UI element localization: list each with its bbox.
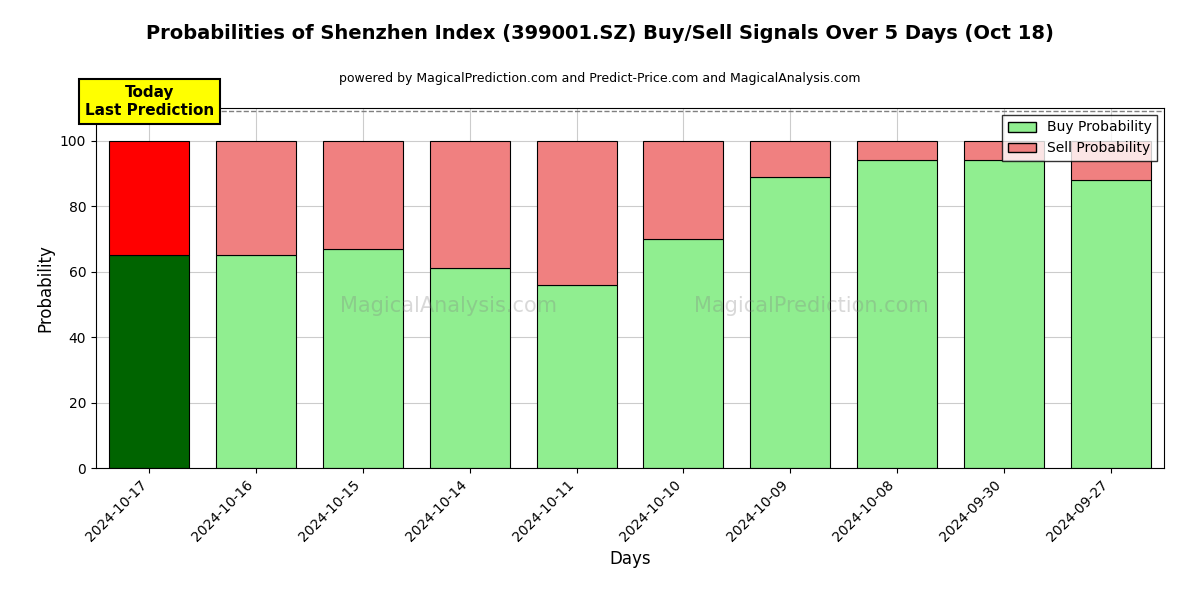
Text: Today
Last Prediction: Today Last Prediction xyxy=(85,85,214,118)
Bar xyxy=(1070,141,1151,180)
Y-axis label: Probability: Probability xyxy=(36,244,54,332)
Bar xyxy=(323,249,403,468)
Bar xyxy=(536,285,617,468)
Bar xyxy=(857,141,937,160)
Bar xyxy=(323,141,403,249)
Bar xyxy=(216,141,296,255)
Bar xyxy=(430,141,510,268)
Bar xyxy=(109,255,190,468)
Text: MagicalPrediction.com: MagicalPrediction.com xyxy=(695,296,929,316)
Bar xyxy=(643,141,724,239)
Legend: Buy Probability, Sell Probability: Buy Probability, Sell Probability xyxy=(1002,115,1157,161)
Bar xyxy=(964,141,1044,160)
Bar xyxy=(216,255,296,468)
Bar xyxy=(643,239,724,468)
Bar xyxy=(750,141,830,177)
Text: MagicalAnalysis.com: MagicalAnalysis.com xyxy=(340,296,557,316)
Bar xyxy=(109,141,190,255)
Bar xyxy=(857,160,937,468)
Bar xyxy=(536,141,617,285)
Text: Probabilities of Shenzhen Index (399001.SZ) Buy/Sell Signals Over 5 Days (Oct 18: Probabilities of Shenzhen Index (399001.… xyxy=(146,24,1054,43)
Bar xyxy=(750,177,830,468)
Bar xyxy=(1070,180,1151,468)
X-axis label: Days: Days xyxy=(610,550,650,568)
Text: powered by MagicalPrediction.com and Predict-Price.com and MagicalAnalysis.com: powered by MagicalPrediction.com and Pre… xyxy=(340,72,860,85)
Bar xyxy=(964,160,1044,468)
Bar xyxy=(430,268,510,468)
